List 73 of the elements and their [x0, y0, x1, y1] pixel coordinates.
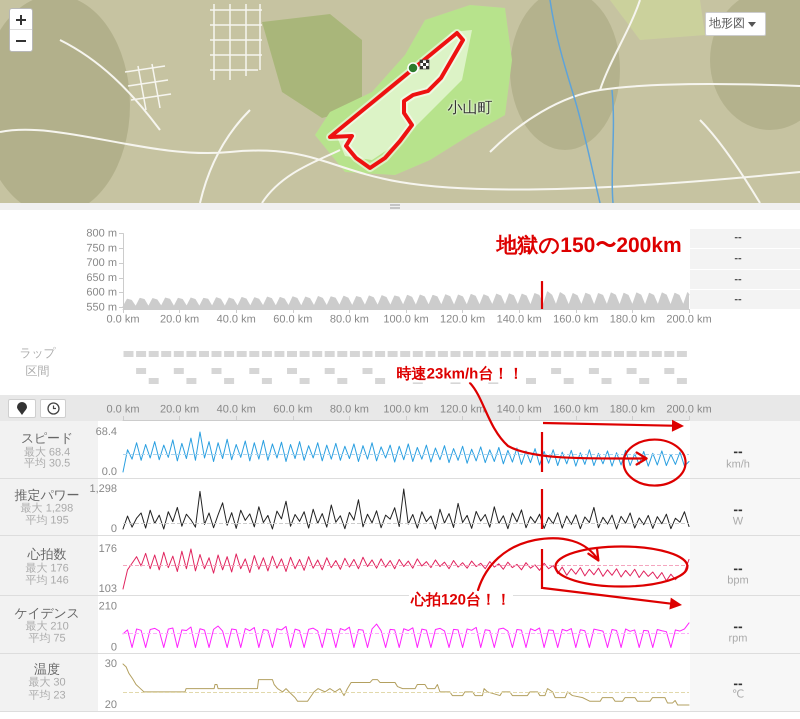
text: 平均 23: [28, 689, 66, 702]
y-tick-label: 0.0: [102, 466, 117, 478]
x-tick-label: 200.0 km: [666, 314, 712, 326]
text: 最大 210: [25, 620, 69, 633]
text: ℃: [732, 688, 744, 702]
text: --: [733, 674, 743, 691]
x2-tick-label: 80.0 km: [330, 404, 369, 416]
y-tick-label: 210: [98, 600, 117, 612]
text: --: [734, 273, 742, 286]
text: --: [734, 252, 742, 266]
x-tick-label: 160.0 km: [553, 314, 598, 326]
text: ラップ: [20, 346, 56, 361]
x-tick-label: 60.0 km: [273, 314, 312, 326]
text: km/h: [726, 458, 750, 472]
text: --: [733, 442, 743, 460]
x2-tick-label: 40.0 km: [216, 404, 256, 416]
x-tick-label: 120.0 km: [440, 314, 486, 326]
text: W: [732, 516, 744, 528]
x-tick-label: 140.0 km: [496, 314, 542, 326]
y-axis-title: 推定パワー: [14, 488, 80, 503]
y-tick-label: 103: [98, 583, 117, 595]
x2-tick-label: 140.0 km: [496, 404, 542, 416]
text: 最大 176: [25, 562, 69, 574]
x2-tick-label: 100.0 km: [383, 404, 429, 416]
text: --: [733, 560, 743, 576]
x2-tick-label: 160.0 km: [553, 404, 598, 416]
text: 平均 146: [25, 574, 69, 588]
x-tick-label: 180.0 km: [610, 314, 656, 326]
y-tick-label: 650 m: [86, 272, 117, 284]
x-tick-label: 100.0 km: [383, 314, 429, 326]
text: 平均 30.5: [24, 458, 70, 470]
text: --: [733, 500, 743, 517]
text: 最大 1,298: [20, 502, 74, 515]
text: 区間: [26, 364, 50, 378]
text: bpm: [727, 574, 749, 588]
text: --: [734, 293, 742, 306]
text: 最大 30: [28, 676, 66, 690]
y-tick-label: 68.4: [96, 426, 117, 438]
x2-tick-label: 180.0 km: [610, 404, 656, 416]
x2-tick-label: 20.0 km: [160, 404, 200, 416]
text: 平均 75: [28, 632, 66, 645]
x-tick-label: 0.0 km: [106, 314, 140, 326]
annotation: 地獄の150〜200km: [494, 234, 683, 258]
y-tick-label: 700 m: [86, 257, 117, 270]
text: 地形図: [709, 16, 745, 31]
x-tick-label: 20.0 km: [160, 314, 200, 326]
annotation: 時速23km/h台！！: [394, 365, 526, 383]
annotation: 心拍120台！！: [408, 591, 514, 609]
y-axis-title: ケイデンス: [14, 606, 80, 621]
x2-tick-label: 0.0 km: [106, 404, 140, 416]
text: 小山町: [448, 99, 492, 117]
text: --: [733, 618, 743, 634]
y-axis-title: 温度: [34, 662, 60, 677]
x-tick-label: 40.0 km: [216, 314, 256, 326]
text: --: [734, 232, 742, 244]
y-axis-title: スピード: [21, 430, 73, 446]
text: 平均 195: [25, 514, 69, 528]
y-tick-label: 1,298: [89, 483, 117, 495]
text: 最大 68.4: [24, 446, 70, 458]
y-tick-label: 176: [98, 543, 117, 555]
y-tick-label: 600 m: [86, 286, 117, 299]
y-tick-label: 550 m: [86, 302, 117, 314]
y-tick-label: 0: [110, 523, 117, 535]
x-tick-label: 80.0 km: [330, 314, 369, 326]
y-tick-label: 750 m: [86, 242, 117, 254]
text: rpm: [728, 632, 748, 646]
y-tick-label: 20: [104, 699, 117, 711]
x2-tick-label: 60.0 km: [273, 404, 312, 416]
y-tick-label: 800 m: [86, 228, 117, 240]
x2-tick-label: 200.0 km: [666, 404, 712, 416]
y-tick-label: 30: [104, 658, 117, 670]
y-axis-title: 心拍数: [28, 546, 66, 562]
y-tick-label: 0: [110, 642, 117, 654]
